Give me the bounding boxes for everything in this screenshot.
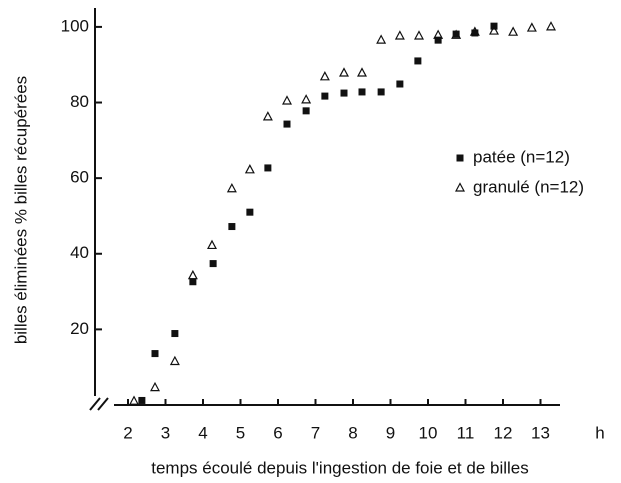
x-tick-label: 5 (236, 423, 245, 442)
point (246, 208, 254, 216)
point (546, 21, 556, 31)
point (301, 94, 312, 104)
point (150, 381, 160, 392)
x-tick-label: 9 (386, 423, 395, 442)
point (377, 88, 385, 96)
x-unit: h (595, 423, 604, 442)
x-axis-label: temps écoulé depuis l'ingestion de foie … (151, 458, 529, 477)
point (434, 36, 442, 44)
point (358, 88, 366, 96)
point (189, 278, 197, 286)
point (471, 29, 479, 37)
x-tick-label: 2 (123, 423, 132, 442)
legend-label: patée (n=12) (473, 147, 570, 166)
point (469, 26, 480, 36)
y-tick-label: 80 (70, 92, 89, 111)
point (526, 22, 537, 32)
point (138, 396, 146, 404)
legend-swatch (456, 154, 464, 162)
point (451, 29, 462, 39)
point (396, 80, 404, 88)
x-tick-label: 10 (419, 423, 438, 442)
point (207, 239, 217, 250)
point (302, 107, 310, 115)
x-tick-label: 13 (531, 423, 550, 442)
point (281, 95, 293, 105)
y-tick-label: 40 (70, 243, 89, 262)
point (262, 111, 273, 121)
point (339, 67, 349, 77)
x-tick-label: 7 (311, 423, 320, 442)
point (489, 25, 499, 35)
point (169, 355, 180, 366)
point (321, 92, 329, 100)
y-tick-label: 60 (70, 168, 89, 187)
point (319, 71, 330, 81)
point (508, 26, 519, 36)
x-tick-label: 12 (494, 423, 513, 442)
legend-swatch (455, 182, 465, 192)
x-tick-label: 8 (348, 423, 357, 442)
x-tick-label: 11 (457, 423, 475, 442)
point (129, 395, 139, 405)
y-tick-label: 20 (70, 319, 89, 338)
point (228, 223, 236, 231)
y-axis-label: billes éliminées % billes récupérées (11, 76, 30, 344)
x-tick-label: 3 (161, 423, 170, 442)
x-tick-label: 4 (198, 423, 207, 442)
point (244, 164, 255, 174)
point (264, 164, 272, 172)
point (171, 330, 179, 338)
point (433, 29, 444, 39)
point (414, 57, 422, 65)
legend-label: granulé (n=12) (473, 177, 584, 196)
point (226, 182, 237, 193)
point (151, 350, 159, 358)
point (283, 120, 291, 128)
point (376, 34, 387, 44)
point (187, 269, 198, 280)
point (357, 67, 367, 77)
point (209, 260, 217, 268)
point (414, 30, 424, 40)
point (340, 89, 348, 97)
point (452, 30, 460, 38)
axis-break (89, 397, 109, 411)
x-tick-label: 6 (273, 423, 282, 442)
point (394, 30, 405, 40)
y-tick-label: 100 (61, 16, 89, 35)
